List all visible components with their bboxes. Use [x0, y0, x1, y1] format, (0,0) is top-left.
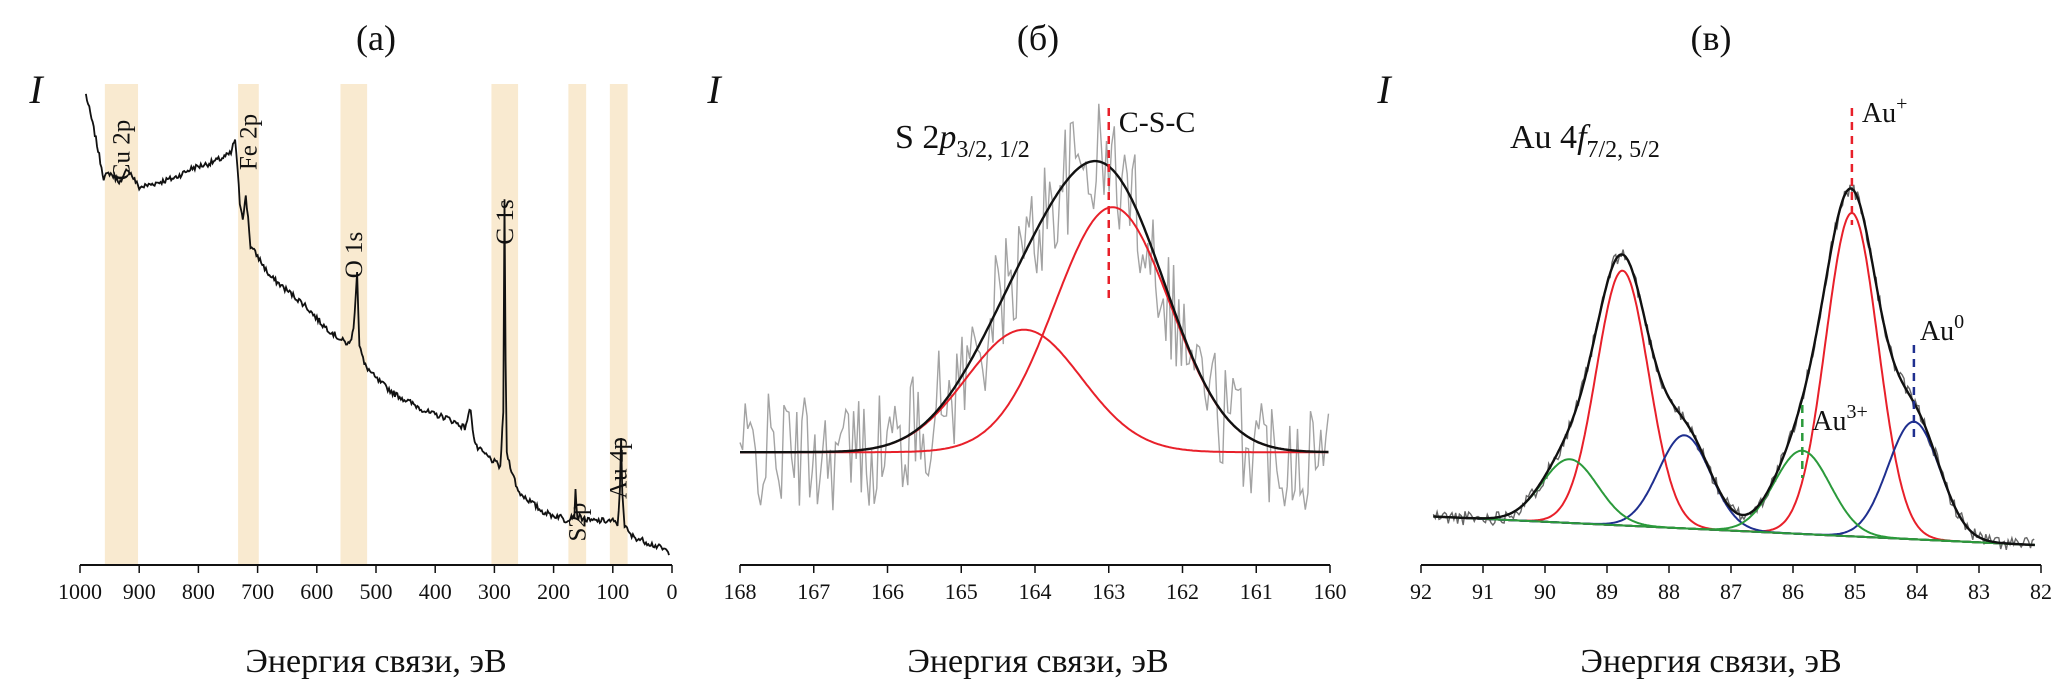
panel-label: (а): [356, 18, 396, 58]
x-tick-label: 164: [1019, 579, 1052, 604]
band-label: Cu 2p: [108, 120, 135, 180]
x-axis-label: Энергия связи, эВ: [907, 643, 1168, 680]
x-tick-label: 90: [1534, 579, 1556, 604]
reference-label: Au3+: [1812, 401, 1868, 437]
survey-panel: 1000 900 800 700 600 500 400 300 200 100 0 Cu 2p Fe…: [0, 0, 690, 692]
spectrum-annotation: S 2p3/2, 1/2: [895, 119, 1030, 163]
x-tick-label: 89: [1596, 579, 1618, 604]
energy-band: [568, 84, 587, 565]
x-axis-label: Энергия связи, эВ: [245, 643, 506, 680]
fit-component-line: [1433, 458, 2035, 546]
band-label: C 1s: [492, 199, 519, 244]
x-axis-label: Энергия связи, эВ: [1580, 643, 1841, 680]
panel-label: (в): [1691, 18, 1732, 58]
x-tick-label: 162: [1166, 579, 1199, 604]
panel-label: (б): [1017, 18, 1059, 58]
energy-band: [104, 84, 139, 565]
gold-panel: 92 91 90 89 88 87 86 85 84 83 82 Au+ Au0 Au3+ (в) I …: [1360, 0, 2071, 692]
x-tick-label: 82: [2030, 579, 2052, 604]
survey-chart: 1000 900 800 700 600 500 400 300 200 100 0 Cu 2p Fe…: [28, 18, 678, 680]
y-axis-label: I: [1376, 67, 1392, 112]
x-tick-label: 168: [724, 579, 757, 604]
x-tick-label: 91: [1472, 579, 1494, 604]
x-tick-label: 500: [360, 579, 393, 604]
x-tick-label: 100: [596, 579, 629, 604]
reference-label: Au0: [1920, 311, 1964, 347]
reference-label: Au+: [1862, 93, 1908, 129]
band-label: Au 4p: [606, 437, 633, 499]
x-tick-label: 800: [182, 579, 215, 604]
sulfur-panel: 168 167 166 165 164 163 162 161 160 C-S-C (б) I …: [690, 0, 1360, 692]
x-tick-label: 86: [1782, 579, 1804, 604]
y-axis-label: I: [706, 67, 722, 112]
x-tick-label: 1000: [58, 579, 102, 604]
x-tick-label: 161: [1240, 579, 1273, 604]
x-tick-label: 600: [300, 579, 333, 604]
x-tick-label: 87: [1720, 579, 1742, 604]
fit-component-line: [1433, 211, 2035, 546]
x-tick-label: 700: [241, 579, 274, 604]
x-tick-label: 163: [1092, 579, 1125, 604]
fit-envelope-line: [1433, 187, 2035, 547]
band-label: Fe 2p: [235, 114, 262, 170]
x-tick-label: 165: [945, 579, 978, 604]
fit-component-line: [1433, 434, 2035, 546]
x-tick-label: 400: [419, 579, 452, 604]
x-tick-label: 167: [797, 579, 830, 604]
x-tick-label: 160: [1314, 579, 1347, 604]
x-tick-label: 92: [1410, 579, 1432, 604]
fit-envelope-line: [740, 159, 1329, 454]
x-tick-label: 83: [1968, 579, 1990, 604]
sulfur-chart: 168 167 166 165 164 163 162 161 160 C-S-C (б) I …: [706, 18, 1347, 680]
x-tick-label: 166: [871, 579, 904, 604]
band-label: O 1s: [341, 232, 368, 279]
energy-band: [238, 84, 259, 565]
x-tick-label: 200: [537, 579, 570, 604]
experimental-spectrum-line: [739, 103, 1330, 511]
x-tick-label: 300: [478, 579, 511, 604]
spectrum-annotation: Au 4f7/2, 5/2: [1510, 119, 1660, 163]
experimental-spectrum-line: [1432, 184, 2035, 551]
x-tick-label: 88: [1658, 579, 1680, 604]
survey-spectrum-line: [85, 93, 670, 556]
x-tick-label: 84: [1906, 579, 1928, 604]
energy-band: [609, 84, 628, 565]
x-tick-label: 0: [667, 579, 678, 604]
reference-label: C-S-C: [1119, 106, 1196, 139]
band-label: S2p: [564, 503, 591, 542]
x-tick-label: 85: [1844, 579, 1866, 604]
x-tick-label: 900: [123, 579, 156, 604]
y-axis-label: I: [28, 67, 44, 112]
